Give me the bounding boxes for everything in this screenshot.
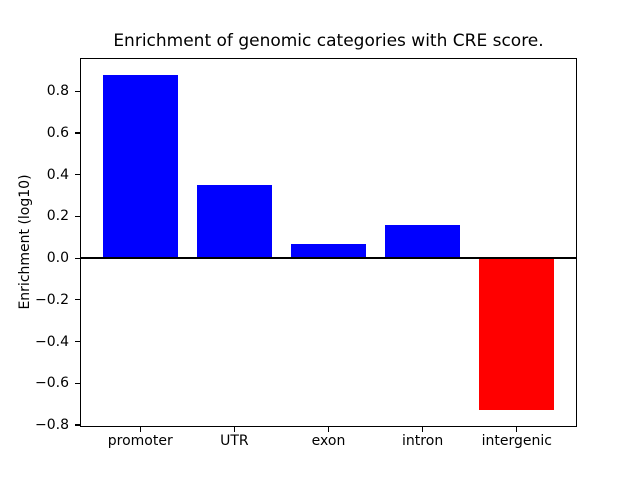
y-tick-label: −0.4 (35, 333, 69, 350)
y-tick (75, 424, 80, 426)
x-tick-label-promoter: promoter (107, 433, 173, 449)
y-tick-label: 0.8 (46, 83, 69, 100)
y-tick (75, 382, 80, 384)
y-tick-label: 0.0 (46, 250, 69, 267)
y-tick (75, 174, 80, 176)
y-tick (75, 257, 80, 259)
y-tick-label: 0.4 (46, 166, 69, 183)
bar-exon (290, 243, 367, 259)
x-tick-label-intergenic: intergenic (481, 433, 552, 449)
y-tick (75, 90, 80, 92)
x-tick-label-UTR: UTR (220, 433, 249, 449)
y-tick (75, 215, 80, 218)
x-tick-promoter (139, 427, 141, 432)
y-tick (75, 299, 80, 301)
y-tick (75, 132, 80, 134)
x-tick-UTR (233, 427, 235, 432)
y-tick-label: 0.6 (46, 125, 69, 142)
y-tick-label: −0.2 (35, 291, 69, 308)
x-tick-intergenic (516, 427, 518, 432)
bar-promoter (102, 74, 178, 259)
chart-title: Enrichment of genomic categories with CR… (113, 31, 544, 51)
y-tick (75, 340, 80, 343)
y-tick-label: −0.8 (35, 416, 69, 433)
x-tick-intron (422, 427, 424, 432)
y-axis-label: Enrichment (log10) (17, 174, 33, 310)
x-tick-label-exon: exon (311, 433, 346, 449)
y-tick-label: −0.6 (35, 375, 69, 392)
bar-intron (384, 224, 461, 259)
bar-UTR (196, 185, 273, 259)
zero-line (80, 256, 577, 260)
x-tick-exon (327, 427, 330, 432)
x-tick-label-intron: intron (402, 433, 444, 449)
y-tick-label: 0.2 (46, 208, 69, 225)
bar-intergenic (479, 258, 555, 411)
